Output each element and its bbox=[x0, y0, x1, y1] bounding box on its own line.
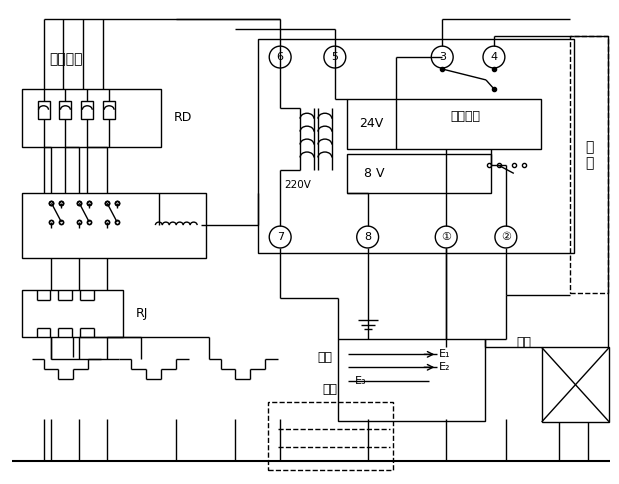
Text: RD: RD bbox=[174, 111, 192, 124]
Circle shape bbox=[269, 46, 291, 68]
Text: 220V: 220V bbox=[285, 181, 311, 190]
Bar bbox=[59, 101, 71, 119]
Bar bbox=[542, 348, 609, 422]
Text: E₁: E₁ bbox=[439, 349, 451, 359]
Bar bbox=[258, 39, 574, 253]
Text: E₂: E₂ bbox=[439, 363, 451, 372]
Bar bbox=[22, 290, 123, 337]
Text: 3: 3 bbox=[439, 52, 446, 62]
Text: 控制回路: 控制回路 bbox=[450, 110, 480, 123]
Circle shape bbox=[324, 46, 346, 68]
Bar bbox=[268, 402, 392, 469]
Bar bbox=[347, 153, 491, 193]
Text: 7: 7 bbox=[277, 232, 284, 242]
Text: 24V: 24V bbox=[360, 117, 384, 130]
Text: 三相电源: 三相电源 bbox=[50, 52, 83, 66]
Text: 停止: 停止 bbox=[516, 336, 531, 349]
Text: 6: 6 bbox=[277, 52, 284, 62]
Text: 排
水: 排 水 bbox=[585, 140, 594, 170]
Circle shape bbox=[495, 226, 517, 248]
Text: 水源: 水源 bbox=[322, 383, 337, 395]
Bar bbox=[38, 101, 50, 119]
Bar bbox=[103, 101, 115, 119]
Bar bbox=[22, 89, 161, 147]
Text: ①: ① bbox=[441, 232, 451, 242]
Circle shape bbox=[435, 226, 457, 248]
Text: 起动: 起动 bbox=[318, 351, 332, 364]
Circle shape bbox=[431, 46, 453, 68]
Text: E₃: E₃ bbox=[355, 376, 366, 386]
Text: 8 V: 8 V bbox=[365, 167, 385, 180]
Text: 5: 5 bbox=[331, 52, 339, 62]
Bar bbox=[22, 193, 206, 258]
Bar bbox=[81, 101, 93, 119]
Circle shape bbox=[269, 226, 291, 248]
Text: ②: ② bbox=[501, 232, 511, 242]
Text: RJ: RJ bbox=[136, 307, 149, 320]
Bar bbox=[571, 36, 608, 293]
Circle shape bbox=[357, 226, 379, 248]
Text: 4: 4 bbox=[490, 52, 498, 62]
Bar bbox=[347, 99, 540, 149]
Bar bbox=[338, 339, 485, 421]
Circle shape bbox=[483, 46, 505, 68]
Text: 8: 8 bbox=[364, 232, 371, 242]
